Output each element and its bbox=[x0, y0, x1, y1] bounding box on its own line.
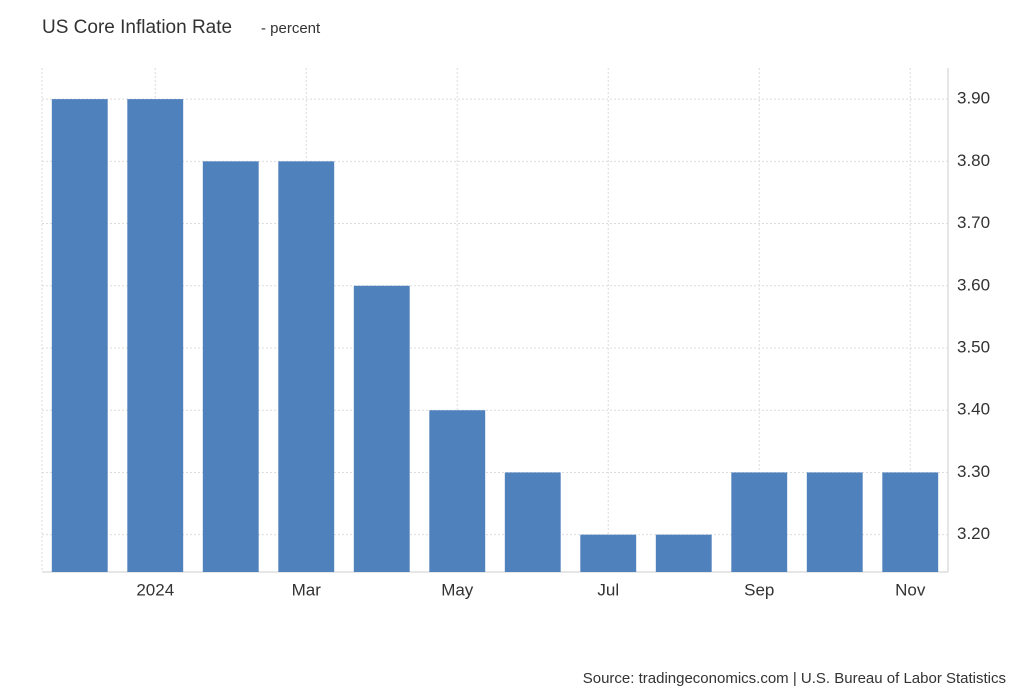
bar bbox=[655, 534, 712, 572]
bar bbox=[353, 285, 410, 572]
x-tick-label: Mar bbox=[292, 580, 322, 599]
y-tick-label: 3.50 bbox=[957, 337, 990, 356]
y-tick-label: 3.70 bbox=[957, 213, 990, 232]
x-tick-label: Jul bbox=[597, 580, 619, 599]
bar bbox=[806, 472, 863, 572]
x-tick-label: Nov bbox=[895, 580, 926, 599]
y-tick-label: 3.30 bbox=[957, 462, 990, 481]
bar bbox=[51, 99, 108, 572]
y-tick-label: 3.40 bbox=[957, 400, 990, 419]
bar bbox=[429, 410, 486, 572]
chart-title: US Core Inflation Rate bbox=[42, 17, 232, 38]
y-tick-label: 3.60 bbox=[957, 275, 990, 294]
bar bbox=[202, 161, 259, 573]
y-tick-label: 3.20 bbox=[957, 524, 990, 543]
bar bbox=[278, 161, 335, 573]
bar bbox=[731, 472, 788, 572]
x-tick-label: Sep bbox=[744, 580, 774, 599]
bar bbox=[580, 534, 637, 572]
bar bbox=[127, 99, 184, 572]
source: Source: tradingeconomics.com | U.S. Bure… bbox=[583, 670, 1006, 687]
x-tick-label: 2024 bbox=[136, 580, 174, 599]
chart-subtitle: - percent bbox=[261, 20, 321, 37]
y-tick-label: 3.80 bbox=[957, 151, 990, 170]
x-tick-label: May bbox=[441, 580, 474, 599]
bar bbox=[882, 472, 939, 572]
bar bbox=[504, 472, 561, 572]
y-tick-label: 3.90 bbox=[957, 89, 990, 108]
